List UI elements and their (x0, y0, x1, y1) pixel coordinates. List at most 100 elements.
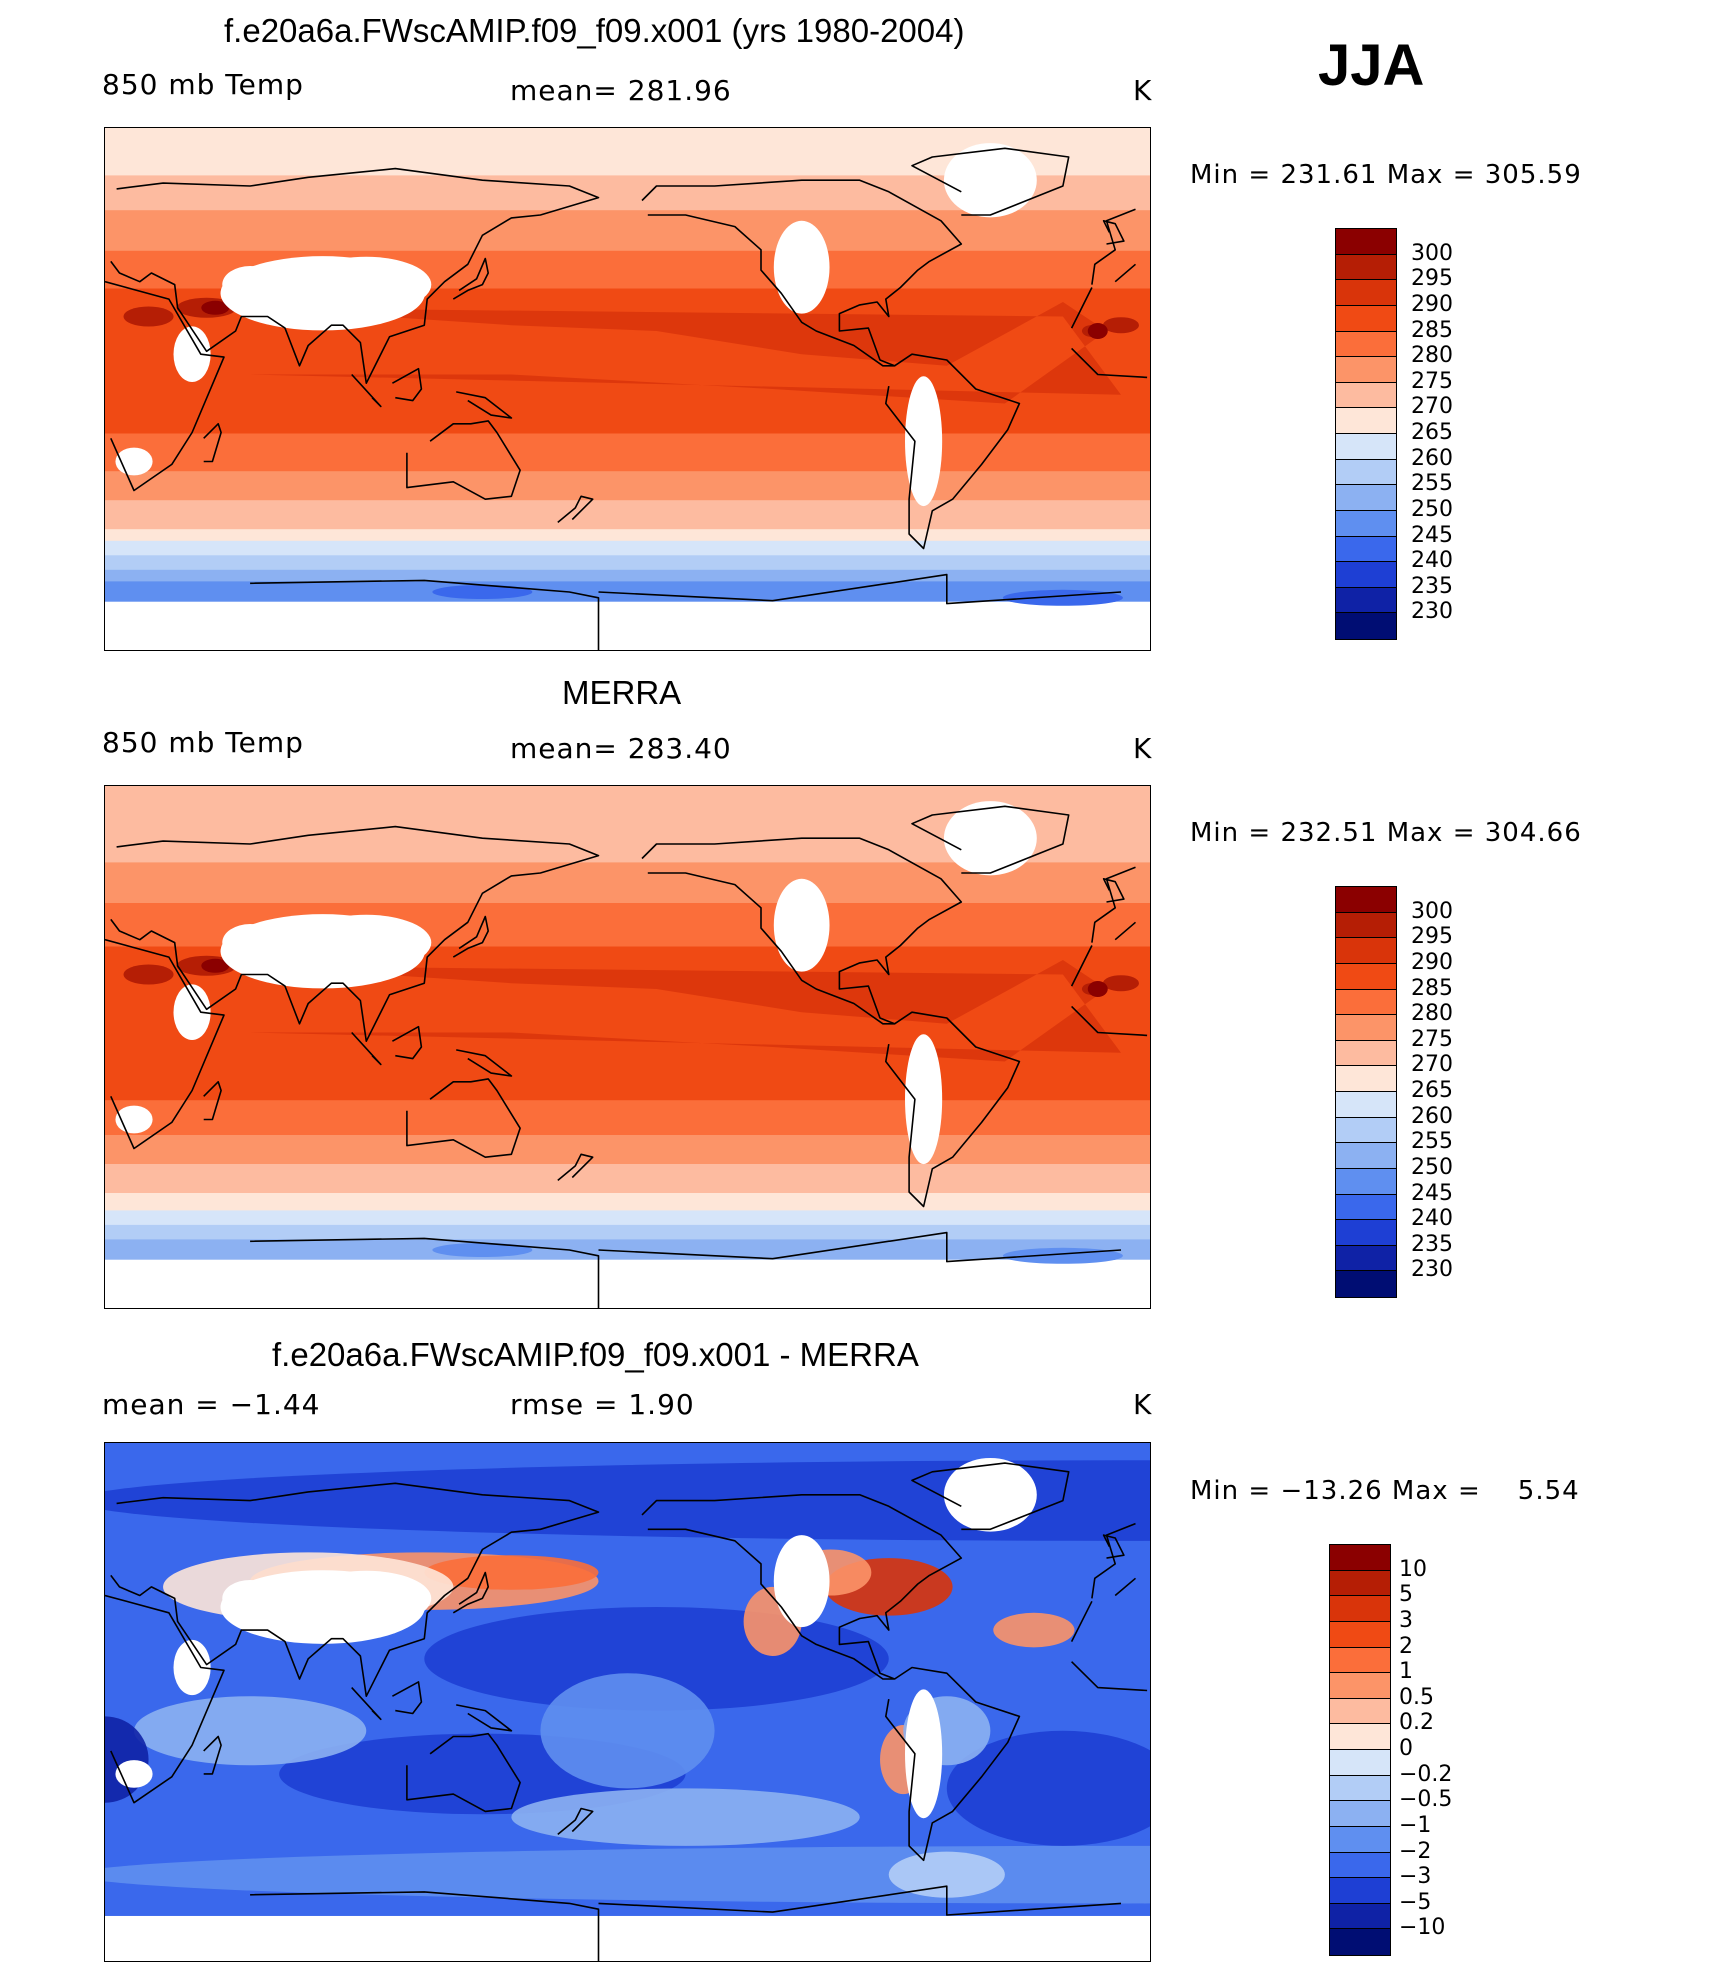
colorbar-tick-label: 295 (1411, 924, 1453, 950)
colorbar-swatch (1336, 1066, 1396, 1092)
colorbar-swatch (1336, 1040, 1396, 1067)
colorbar-tick-label: 260 (1411, 445, 1453, 471)
colorbar-swatch (1336, 1117, 1396, 1144)
temperature-band (105, 1192, 1150, 1211)
colorbar-swatch (1336, 382, 1396, 409)
colorbar-swatch (1336, 331, 1396, 358)
colorbar-tick-label: 0.2 (1399, 1710, 1434, 1736)
panel-1-variable-label: 850 mb Temp (102, 68, 304, 101)
colorbar-tick-label: −5 (1399, 1889, 1432, 1915)
coastline (250, 573, 1122, 650)
panel-1-units: K (1133, 74, 1153, 107)
anomaly-region (540, 1673, 715, 1789)
missing-data-region (222, 266, 279, 304)
colorbar-tick-label: 260 (1411, 1103, 1453, 1129)
coastline (250, 1231, 1122, 1308)
temperature-band (105, 499, 1150, 530)
colorbar-tick-label: 240 (1411, 548, 1453, 574)
missing-data-region (905, 1689, 943, 1819)
temperature-band (105, 1209, 1150, 1225)
colorbar-tick-label: 285 (1411, 975, 1453, 1001)
colorbar-tick-label: 5 (1399, 1582, 1413, 1608)
panel-2-map (104, 785, 1151, 1309)
colorbar-tick-label: 2 (1399, 1633, 1413, 1659)
hot-spot (123, 306, 174, 327)
missing-data-region (943, 801, 1037, 876)
coastline (392, 367, 423, 402)
colorbar-tick-label: 230 (1411, 1257, 1453, 1283)
colorbar-swatch (1336, 938, 1396, 964)
coastline (1102, 1534, 1125, 1559)
colorbar-tick-label: −0.5 (1399, 1787, 1453, 1813)
coastline (452, 915, 489, 958)
coastline (406, 1078, 521, 1158)
colorbar-swatches (1335, 886, 1397, 1298)
colorbar-tick-label: −2 (1399, 1838, 1432, 1864)
anomaly-region (134, 1696, 367, 1766)
colorbar-tick-label: 300 (1411, 240, 1453, 266)
colorbar-swatches (1335, 228, 1397, 640)
missing-data-region (773, 1535, 830, 1628)
colorbar-tick-label: 290 (1411, 949, 1453, 975)
coastline (557, 1807, 594, 1836)
colorbar-swatch (1330, 1621, 1390, 1648)
temperature-band (105, 600, 1150, 650)
coastline (406, 420, 521, 500)
temperature-band (105, 539, 1150, 556)
colorbar-swatch (1330, 1545, 1390, 1571)
colorbar-tick-label: 285 (1411, 317, 1453, 343)
colorbar-swatch (1336, 1271, 1396, 1297)
anomaly-region (511, 1788, 860, 1846)
colorbar-tick-label: 275 (1411, 368, 1453, 394)
coastline (557, 1153, 594, 1182)
coastline (452, 1571, 489, 1614)
colorbar-swatch (1336, 912, 1396, 939)
temperature-band (105, 1099, 1150, 1135)
colorbar-tick-label: 265 (1411, 1078, 1453, 1103)
temperature-band (105, 470, 1150, 501)
temperature-band (105, 1238, 1150, 1260)
colorbar-tick-label: 3 (1399, 1607, 1413, 1633)
colorbar-tick-label: −10 (1399, 1915, 1446, 1941)
panel-3-title: f.e20a6a.FWscAMIP.f09_f09.x001 - MERRA (272, 1336, 919, 1373)
colorbar-tick-label: −1 (1399, 1812, 1432, 1838)
colorbar-swatch (1330, 1673, 1390, 1699)
colorbar-swatch (1330, 1570, 1390, 1597)
cold-region (432, 585, 533, 599)
anomaly-region (888, 1851, 1005, 1898)
colorbar-tick-label: 240 (1411, 1206, 1453, 1232)
colorbar-swatch (1330, 1801, 1390, 1827)
coastline (1102, 878, 1125, 903)
coastline (105, 1594, 1148, 1804)
colorbar-tick-label: 230 (1411, 599, 1453, 625)
anomaly-region (946, 1730, 1150, 1846)
colorbar-swatch (1336, 1143, 1396, 1169)
colorbar-swatch (1330, 1750, 1390, 1776)
colorbar-swatch (1336, 305, 1396, 332)
colorbar-swatch (1336, 587, 1396, 614)
coastline (110, 825, 1137, 1042)
coastline (911, 1462, 1070, 1531)
colorbar-swatch (1336, 536, 1396, 563)
anomaly-region (105, 1460, 1150, 1541)
panel-1-mean-label: mean= 281.96 (510, 74, 732, 107)
coastline (351, 1687, 382, 1721)
colorbar-swatch (1336, 1168, 1396, 1195)
colorbar-tick-label: 255 (1411, 1129, 1453, 1155)
coastline (641, 1494, 963, 1680)
colorbar-tick-label: 1 (1399, 1659, 1413, 1685)
hot-spot (123, 964, 174, 985)
colorbar-swatch (1336, 434, 1396, 460)
panel-3-mean-label: mean = −1.44 (102, 1388, 321, 1421)
colorbar-swatch (1330, 1852, 1390, 1879)
colorbar-swatch (1336, 562, 1396, 588)
coastline (1102, 220, 1125, 245)
colorbar-swatch (1330, 1826, 1390, 1853)
colorbar-tick-label: 300 (1411, 898, 1453, 924)
colorbar-tick-label: 290 (1411, 291, 1453, 317)
coastline (105, 280, 1148, 492)
coastline (392, 1681, 423, 1715)
temperature-band (105, 209, 1150, 251)
colorbar-swatch (1330, 1698, 1390, 1725)
coastline (911, 147, 1070, 216)
